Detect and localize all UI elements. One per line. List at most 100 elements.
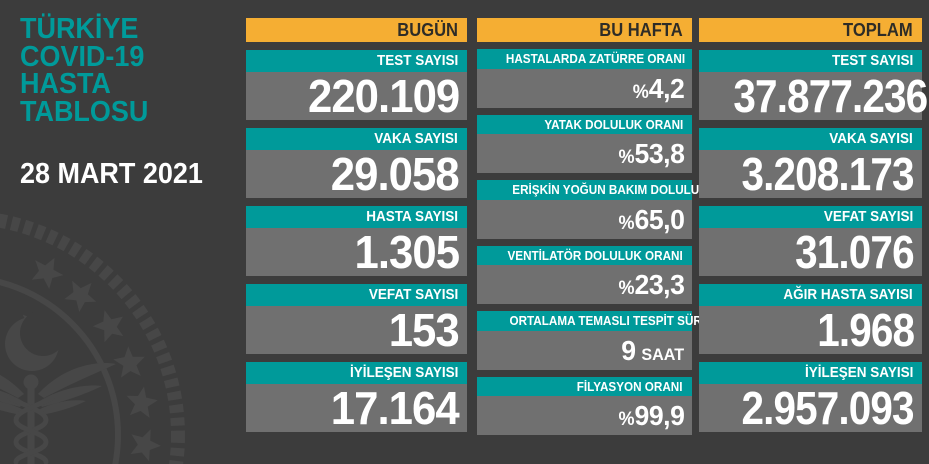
stat-value-box: %4,2	[477, 68, 692, 108]
stat-row: YATAK DOLULUK ORANI %53,8	[477, 114, 692, 173]
column-header-today: BUGÜN	[246, 18, 467, 42]
stat-value: %65,0	[618, 200, 684, 244]
stat-label: YATAK DOLULUK ORANI	[544, 116, 683, 132]
stat-value-box: %65,0	[477, 199, 692, 239]
stat-row: VEFAT SAYISI 153	[246, 284, 467, 354]
ministry-of-health-logo-wrap	[0, 190, 235, 464]
page-title-line: COVID-19	[20, 40, 145, 73]
stat-value-number: 153	[388, 304, 460, 356]
stat-label-bar: TEST SAYISI	[699, 50, 922, 72]
stat-label: VEFAT SAYISI	[368, 286, 458, 303]
column-header-label: TOPLAM	[843, 20, 913, 40]
stat-label-bar: VAKA SAYISI	[246, 128, 467, 150]
stat-value-prefix: %	[618, 409, 635, 430]
stat-label-bar: YATAK DOLULUK ORANI	[477, 114, 692, 134]
stat-value-number: 17.164	[331, 382, 460, 434]
stat-value-number: 4,2	[648, 72, 684, 104]
page-title-line: HASTA	[20, 68, 111, 100]
stat-value-prefix: %	[618, 278, 635, 299]
column-header-total: TOPLAM	[699, 18, 922, 42]
stat-label-bar: VAKA SAYISI	[699, 128, 922, 150]
stat-value: 17.164	[331, 382, 460, 444]
stat-value: 1.968	[817, 304, 915, 366]
stat-label-bar: ORTALAMA TEMASLI TESPİT SÜRESİ	[477, 311, 721, 331]
column-header-this-week: BU HAFTA	[477, 18, 692, 42]
stat-label: VAKA SAYISI	[829, 130, 913, 147]
stat-value-number: 3.208.173	[741, 148, 915, 200]
stat-label-bar: AĞIR HASTA SAYISI	[699, 284, 922, 306]
ministry-of-health-emblem-icon	[0, 213, 185, 464]
page-title-line: TÜRKİYE	[20, 13, 139, 45]
stat-value: 31.076	[795, 228, 914, 288]
column-header-label: BUGÜN	[397, 20, 458, 40]
stat-value-box: 9 SAAT	[477, 330, 692, 370]
stat-value-number: 37.877.236	[733, 70, 928, 122]
stat-value-box: 3.208.173	[699, 150, 922, 198]
stat-value-number: 99,9	[634, 400, 684, 431]
stat-value-number: 9	[621, 334, 636, 366]
page-title: TÜRKİYE COVID-19 HASTA TABLOSU	[20, 13, 158, 128]
stat-label: VEFAT SAYISI	[823, 208, 913, 225]
stat-value-number: 29.058	[331, 148, 460, 200]
stat-value-number: 23,3	[634, 269, 684, 300]
stat-row: TEST SAYISI 37.877.236	[699, 50, 928, 120]
stat-label: İYİLEŞEN SAYISI	[349, 364, 458, 381]
stat-value: 9 SAAT	[621, 331, 684, 375]
stat-label: VENTİLATÖR DOLULUK ORANI	[507, 247, 683, 263]
stat-value-number: 53,8	[634, 138, 684, 169]
stat-value: %53,8	[618, 134, 684, 178]
stat-value: %99,9	[618, 396, 684, 440]
stat-value-number: 65,0	[634, 203, 684, 235]
stat-value: 220.109	[308, 72, 460, 132]
stat-label-bar: İYİLEŞEN SAYISI	[246, 362, 467, 384]
stat-label: VAKA SAYISI	[374, 130, 458, 147]
stat-value-prefix: %	[618, 147, 635, 168]
stat-value-box: 31.076	[699, 228, 922, 276]
stat-label: TEST SAYISI	[376, 52, 458, 69]
stat-value: 1.305	[354, 226, 460, 288]
stat-value-box: 153	[246, 306, 467, 354]
stat-label: ERİŞKİN YOĞUN BAKIM DOLULUK ORANI	[512, 182, 749, 197]
stat-value-prefix: %	[618, 212, 635, 234]
stat-value-box: 2.957.093	[699, 384, 922, 432]
page-title-line: TABLOSU	[20, 95, 149, 128]
stat-value-number: 2.957.093	[741, 382, 915, 434]
stat-row: İYİLEŞEN SAYISI 17.164	[246, 362, 467, 432]
stat-label-bar: HASTA SAYISI	[246, 206, 467, 228]
stat-value: %4,2	[632, 69, 684, 113]
stat-value-prefix: %	[632, 81, 649, 103]
stat-label-bar: HASTALARDA ZATÜRRE ORANI	[477, 49, 692, 69]
stat-value-number: 31.076	[795, 226, 914, 278]
stat-value-number: 1.305	[354, 226, 460, 278]
stat-label-bar: TEST SAYISI	[246, 50, 467, 72]
stat-label: AĞIR HASTA SAYISI	[783, 286, 913, 303]
stat-value: 37.877.236	[733, 70, 928, 132]
report-date: 28 MART 2021	[20, 158, 203, 190]
stat-value-number: 1.968	[817, 304, 915, 356]
stat-row: ERİŞKİN YOĞUN BAKIM DOLULUK ORANI %65,0	[477, 180, 749, 239]
stat-row: ORTALAMA TEMASLI TESPİT SÜRESİ 9 SAAT	[477, 311, 721, 370]
stat-value: 29.058	[331, 148, 460, 210]
column-total: TOPLAM TEST SAYISI 37.877.236 VAKA SAYIS…	[699, 18, 928, 432]
stat-row: TEST SAYISI 220.109	[246, 50, 467, 120]
stat-label: HASTALARDA ZATÜRRE ORANI	[505, 51, 686, 66]
stat-label-bar: VEFAT SAYISI	[699, 206, 922, 228]
stat-label-bar: FİLYASYON ORANI	[477, 376, 692, 396]
stat-value-box: %99,9	[477, 396, 692, 435]
stat-value-box: 17.164	[246, 384, 467, 432]
stat-label-bar: VEFAT SAYISI	[246, 284, 467, 306]
stat-row: VEFAT SAYISI 31.076	[699, 206, 922, 276]
column-this-week: BU HAFTA HASTALARDA ZATÜRRE ORANI %4,2 Y…	[477, 18, 749, 435]
stat-row: İYİLEŞEN SAYISI 2.957.093	[699, 362, 922, 432]
stat-row: HASTALARDA ZATÜRRE ORANI %4,2	[477, 49, 692, 108]
stat-value-box: 1.305	[246, 228, 467, 276]
stat-value: 153	[388, 304, 460, 366]
stat-value: 2.957.093	[741, 382, 915, 444]
sidebar: TÜRKİYE COVID-19 HASTA TABLOSU 28 MART 2…	[0, 0, 235, 464]
stat-label-bar: ERİŞKİN YOĞUN BAKIM DOLULUK ORANI	[477, 180, 749, 200]
stat-value-box: %23,3	[477, 265, 692, 304]
stat-row: HASTA SAYISI 1.305	[246, 206, 467, 276]
column-today: BUGÜN TEST SAYISI 220.109 VAKA SAYISI 29…	[246, 18, 467, 432]
stat-label: HASTA SAYISI	[366, 208, 458, 225]
stat-row: AĞIR HASTA SAYISI 1.968	[699, 284, 922, 354]
